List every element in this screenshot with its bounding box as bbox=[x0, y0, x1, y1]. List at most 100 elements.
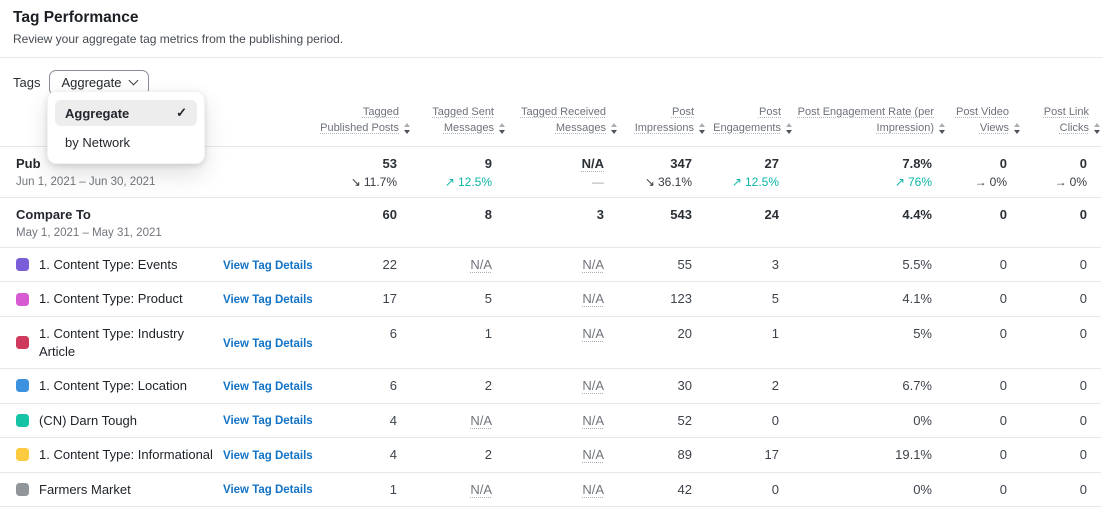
column-header-post-engagements[interactable]: Post Engagements bbox=[706, 101, 793, 147]
metric-cell: 2 bbox=[411, 437, 506, 473]
check-icon: ✓ bbox=[176, 105, 187, 120]
column-header-post-link-clicks[interactable]: Post Link Clicks bbox=[1021, 101, 1101, 147]
tag-color-swatch bbox=[16, 379, 29, 393]
menu-item-by-network[interactable]: by Network bbox=[55, 129, 197, 155]
metric-cell: 19.1% bbox=[793, 437, 946, 473]
metric-cell: 17 bbox=[316, 281, 411, 317]
metric-value: 543 bbox=[670, 206, 692, 222]
metric-cell: 0 bbox=[946, 247, 1021, 283]
metric-value: 3 bbox=[771, 256, 779, 272]
metric-value: 0 bbox=[1079, 291, 1087, 307]
summary-row: Compare To May 1, 2021 – May 31, 2021 60 8 3… bbox=[0, 197, 1101, 248]
metric-value: 123 bbox=[670, 291, 692, 307]
metric-cell: 0% bbox=[793, 472, 946, 507]
divider bbox=[0, 57, 1103, 58]
column-header-post-impressions[interactable]: Post Impressions bbox=[618, 101, 706, 147]
metric-value: 1 bbox=[771, 325, 779, 341]
metric-value: 5 bbox=[484, 291, 492, 307]
metric-value: 4.4% bbox=[902, 206, 932, 222]
metric-cell: 42 bbox=[618, 472, 706, 507]
sort-icon[interactable] bbox=[611, 123, 617, 134]
metric-cell: 6.7% bbox=[793, 368, 946, 404]
view-tag-details-link[interactable]: View Tag Details bbox=[223, 259, 313, 272]
metric-value: N/A bbox=[582, 291, 604, 307]
delta-text: 12.5% bbox=[457, 174, 492, 189]
metric-value: 1 bbox=[389, 481, 397, 497]
summary-row: Pub Jun 1, 2021 – Jun 30, 2021 53 ↘ 11.7% 9 ↗ 1… bbox=[0, 146, 1101, 198]
tag-color-swatch bbox=[16, 448, 29, 462]
metric-cell: 3 bbox=[506, 197, 618, 248]
metric-cell: N/A bbox=[506, 316, 618, 370]
metric-cell: 0 bbox=[946, 281, 1021, 317]
sort-icon[interactable] bbox=[499, 123, 505, 134]
metric-cell: 7.8% ↗ 76% bbox=[793, 146, 946, 198]
metric-cell: 30 bbox=[618, 368, 706, 404]
tag-name-cell: 1. Content Type: Industry Article bbox=[0, 316, 215, 370]
column-header-tagged-published-posts[interactable]: Tagged Published Posts bbox=[316, 101, 411, 147]
metric-cell: 0 bbox=[1021, 472, 1101, 507]
metric-cell: 5.5% bbox=[793, 247, 946, 283]
tag-row: 1. Content Type: Location View Tag Detail… bbox=[0, 368, 1101, 404]
tag-color-swatch bbox=[16, 258, 29, 272]
trend-arrow-icon: ↘ bbox=[350, 174, 361, 189]
metric-value: N/A bbox=[470, 481, 492, 497]
metric-value: 27 bbox=[764, 155, 779, 171]
metric-value: 55 bbox=[677, 256, 692, 272]
tag-name-cell: 1. Content Type: Location bbox=[0, 368, 215, 404]
view-tag-details-link[interactable]: View Tag Details bbox=[223, 337, 313, 350]
tag-link-cell: View Tag Details bbox=[215, 437, 316, 473]
view-tag-details-link[interactable]: View Tag Details bbox=[223, 449, 313, 462]
column-header-tagged-received-messages[interactable]: Tagged Received Messages bbox=[506, 101, 618, 147]
tag-label: 1. Content Type: Product bbox=[39, 291, 183, 307]
view-tag-details-link[interactable]: View Tag Details bbox=[223, 484, 313, 497]
metric-value: 19.1% bbox=[895, 447, 932, 463]
tag-performance-table: Tagged Published Posts Tagged Sent Messa… bbox=[0, 101, 1101, 507]
metric-delta: ↗ 76% bbox=[793, 175, 932, 189]
metric-value: 0 bbox=[999, 291, 1007, 307]
tag-row: 1. Content Type: Informational View Tag D… bbox=[0, 437, 1101, 473]
tag-color-swatch bbox=[16, 482, 29, 496]
metric-cell: 22 bbox=[316, 247, 411, 283]
metric-cell: 123 bbox=[618, 281, 706, 317]
sort-icon[interactable] bbox=[1094, 123, 1100, 134]
sort-icon[interactable] bbox=[404, 123, 410, 134]
metric-value: N/A bbox=[582, 256, 604, 272]
sort-icon[interactable] bbox=[699, 123, 705, 134]
metric-value: N/A bbox=[582, 412, 604, 428]
column-header-post-video-views[interactable]: Post Video Views bbox=[946, 101, 1021, 147]
metric-value: 9 bbox=[484, 155, 492, 171]
metric-value: 0 bbox=[771, 412, 779, 428]
row-label-cell: Compare To May 1, 2021 – May 31, 2021 bbox=[0, 197, 316, 248]
metric-cell: 1 bbox=[706, 316, 793, 370]
view-tag-details-link[interactable]: View Tag Details bbox=[223, 380, 313, 393]
metric-value: 22 bbox=[382, 256, 397, 272]
metric-value: N/A bbox=[470, 256, 492, 272]
metric-value: 0 bbox=[999, 481, 1007, 497]
metric-value: 2 bbox=[484, 378, 492, 394]
metric-cell: 9 ↗ 12.5% bbox=[411, 146, 506, 198]
metric-value: 4.1% bbox=[902, 291, 932, 307]
column-header-post-engagement-rate[interactable]: Post Engagement Rate (per Impression) bbox=[793, 101, 946, 147]
metric-value: 6 bbox=[389, 378, 397, 394]
metric-value: 0% bbox=[913, 481, 932, 497]
menu-item-aggregate[interactable]: Aggregate ✓ bbox=[55, 100, 197, 126]
metric-value: 17 bbox=[382, 291, 397, 307]
tag-color-swatch bbox=[16, 413, 29, 427]
view-tag-details-link[interactable]: View Tag Details bbox=[223, 415, 313, 428]
tag-label: 1. Content Type: Industry Article bbox=[39, 325, 185, 359]
metric-value: 0 bbox=[1079, 155, 1087, 171]
trend-arrow-icon: ↘ bbox=[644, 174, 655, 189]
sort-icon[interactable] bbox=[786, 123, 792, 134]
metric-value: 0 bbox=[999, 447, 1007, 463]
metric-cell: 4.4% bbox=[793, 197, 946, 248]
sort-icon[interactable] bbox=[1014, 123, 1020, 134]
metric-value: 0 bbox=[1079, 378, 1087, 394]
column-header-tagged-sent-messages[interactable]: Tagged Sent Messages bbox=[411, 101, 506, 147]
delta-text: 36.1% bbox=[657, 174, 692, 189]
metric-value: 0 bbox=[1079, 325, 1087, 341]
metric-cell: 0 bbox=[946, 403, 1021, 439]
view-tag-details-link[interactable]: View Tag Details bbox=[223, 294, 313, 307]
metric-cell: 4 bbox=[316, 403, 411, 439]
sort-icon[interactable] bbox=[939, 123, 945, 134]
